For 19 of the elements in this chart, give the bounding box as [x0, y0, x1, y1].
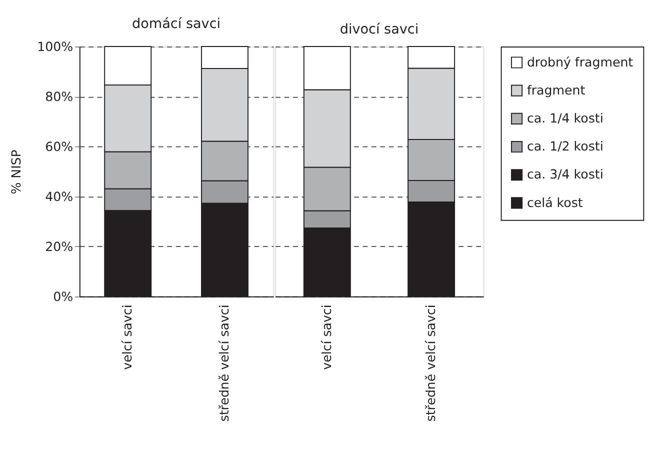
legend-label: ca. 1/4 kosti: [526, 110, 604, 126]
legend-label: celá kost: [526, 194, 583, 210]
y-tick-label: 20%: [45, 238, 74, 254]
y-tick-label: 40%: [45, 188, 74, 204]
legend-label: ca. 3/4 kosti: [526, 166, 604, 182]
chart-title: domácí savci: [132, 16, 221, 32]
y-tick-label: 60%: [45, 138, 74, 154]
legend-label: drobný fragment: [526, 54, 634, 70]
x-tick-label: velcí savci: [120, 304, 135, 370]
x-tick-label: středně velcí savci: [216, 304, 232, 422]
y-tick-label: 100%: [37, 38, 74, 54]
legend-label: fragment: [526, 82, 586, 98]
y-tick-label: 80%: [45, 88, 74, 104]
x-tick-label: středně velcí savci: [423, 304, 438, 422]
y-axis-title: % NISP: [8, 149, 24, 194]
legend-label: ca. 1/2 kosti: [526, 138, 604, 154]
x-tick-label: velcí savci: [319, 304, 334, 370]
chart-title: divocí savci: [340, 21, 419, 38]
y-tick-label: 0%: [53, 288, 74, 304]
